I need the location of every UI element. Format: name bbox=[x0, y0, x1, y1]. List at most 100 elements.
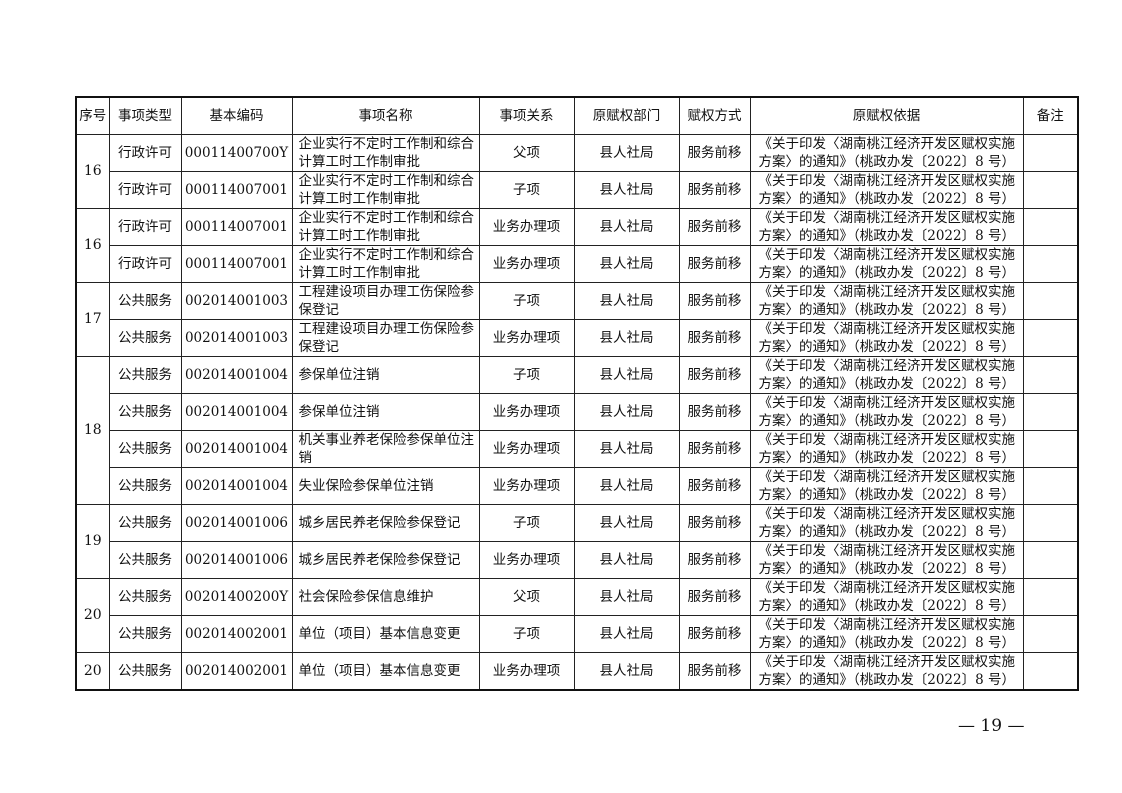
cell-department: 县人社局 bbox=[573, 170, 680, 209]
cell-name: 城乡居民养老保险参保登记 bbox=[291, 540, 480, 579]
table-row: 公共服务 002014001004 机关事业养老保险参保单位注销 业务办理项 县人社局服… bbox=[76, 429, 1079, 468]
cell-remark bbox=[1022, 133, 1079, 172]
cell-department: 县人社局 bbox=[573, 207, 680, 246]
cell-seq: 17 bbox=[75, 281, 110, 357]
cell-basis: 《关于印发〈湖南桃江经济开发区赋权实施方案〉的通知》（桃政办发〔2022〕8 号… bbox=[749, 133, 1024, 172]
cell-department: 县人社局 bbox=[573, 577, 680, 616]
cell-relation: 子项 bbox=[478, 355, 575, 394]
header-basis: 原赋权依据 bbox=[749, 96, 1024, 135]
cell-name: 单位（项目）基本信息变更 bbox=[291, 651, 480, 690]
table-row: 公共服务 002014001006 城乡居民养老保险参保登记 业务办理项 县人社局 服务前… bbox=[76, 540, 1079, 579]
cell-code: 002014001004 bbox=[180, 466, 293, 505]
cell-basis: 《关于印发〈湖南桃江经济开发区赋权实施方案〉的通知》（桃政办发〔2022〕8 号… bbox=[749, 503, 1024, 542]
cell-name: 机关事业养老保险参保单位注销 bbox=[291, 429, 480, 468]
cell-name: 社会保险参保信息维护 bbox=[291, 577, 480, 616]
cell-basis: 《关于印发〈湖南桃江经济开发区赋权实施方案〉的通知》（桃政办发〔2022〕8 号… bbox=[749, 429, 1024, 468]
cell-code: 002014001004 bbox=[180, 429, 293, 468]
header-seq: 序号 bbox=[75, 96, 110, 135]
table-row: 16 行政许可 000114007001 企业实行不定时工作制和综合计算工时工作制审批… bbox=[75, 207, 1079, 283]
cell-relation: 业务办理项 bbox=[478, 207, 575, 246]
table-row: 公共服务 002014001003 工程建设项目办理工伤保险参保登记 业务办理项 县人社… bbox=[76, 318, 1079, 357]
cell-relation: 父项 bbox=[478, 133, 575, 172]
cell-code: 002014001004 bbox=[180, 355, 293, 394]
cell-basis: 《关于印发〈湖南桃江经济开发区赋权实施方案〉的通知》（桃政办发〔2022〕8 号… bbox=[749, 392, 1024, 431]
cell-code: 000114007001 bbox=[180, 244, 293, 283]
cell-relation: 业务办理项 bbox=[478, 318, 575, 357]
header-department: 原赋权部门 bbox=[573, 96, 680, 135]
cell-remark bbox=[1022, 577, 1079, 616]
cell-type: 公共服务 bbox=[108, 355, 182, 394]
cell-method: 服务前移 bbox=[678, 392, 751, 431]
cell-remark bbox=[1022, 540, 1079, 579]
header-remark: 备注 bbox=[1022, 96, 1079, 135]
cell-department: 县人社局 bbox=[573, 318, 680, 357]
cell-type: 公共服务 bbox=[108, 318, 182, 357]
table-row: 公共服务 002014001004 参保单位注销 业务办理项 县人社局 服务前移 《关于印发… bbox=[76, 392, 1079, 431]
page-number: — 19 — bbox=[958, 716, 1025, 736]
cell-code: 002014001003 bbox=[180, 318, 293, 357]
cell-name: 失业保险参保单位注销 bbox=[291, 466, 480, 505]
table-row: 19 公共服务 002014001006 城乡居民养老保险参保登记 子项 县人社局 服务前移… bbox=[75, 503, 1079, 579]
cell-basis: 《关于印发〈湖南桃江经济开发区赋权实施方案〉的通知》（桃政办发〔2022〕8 号… bbox=[749, 170, 1024, 209]
cell-basis: 《关于印发〈湖南桃江经济开发区赋权实施方案〉的通知》（桃政办发〔2022〕8 号… bbox=[749, 540, 1024, 579]
cell-code: 000114007001 bbox=[180, 170, 293, 209]
cell-relation: 业务办理项 bbox=[478, 651, 575, 690]
cell-code: 002014001006 bbox=[180, 540, 293, 579]
cell-basis: 《关于印发〈湖南桃江经济开发区赋权实施方案〉的通知》（桃政办发〔2022〕8 号… bbox=[749, 207, 1024, 246]
cell-code: 00201400200Y bbox=[180, 577, 293, 616]
cell-type: 公共服务 bbox=[108, 503, 182, 542]
cell-basis: 《关于印发〈湖南桃江经济开发区赋权实施方案〉的通知》（桃政办发〔2022〕8 号… bbox=[749, 651, 1024, 690]
cell-type: 行政许可 bbox=[108, 170, 182, 209]
cell-basis: 《关于印发〈湖南桃江经济开发区赋权实施方案〉的通知》（桃政办发〔2022〕8 号… bbox=[749, 466, 1024, 505]
table-row: 18 公共服务 002014001004 参保单位注销 子项 县人社局 服务前移 《关于印发〈… bbox=[75, 355, 1079, 505]
cell-basis: 《关于印发〈湖南桃江经济开发区赋权实施方案〉的通知》（桃政办发〔2022〕8 号… bbox=[749, 244, 1024, 283]
cell-method: 服务前移 bbox=[678, 355, 751, 394]
cell-department: 县人社局 bbox=[573, 281, 680, 320]
table-row: 17 公共服务 002014001003 工程建设项目办理工伤保险参保登记 子项 县人社局… bbox=[75, 281, 1079, 357]
cell-code: 00011400700Y bbox=[180, 133, 293, 172]
cell-remark bbox=[1022, 355, 1079, 394]
cell-department: 县人社局 bbox=[573, 133, 680, 172]
cell-seq: 20 bbox=[75, 651, 110, 690]
cell-remark bbox=[1022, 651, 1079, 690]
cell-method: 服务前移 bbox=[678, 614, 751, 653]
cell-name: 单位（项目）基本信息变更 bbox=[291, 614, 480, 653]
cell-name: 企业实行不定时工作制和综合计算工时工作制审批 bbox=[291, 244, 480, 283]
table-row: 行政许可 000114007001 企业实行不定时工作制和综合计算工时工作制审批 子项… bbox=[76, 170, 1079, 209]
header-relation: 事项关系 bbox=[478, 96, 575, 135]
cell-type: 公共服务 bbox=[108, 281, 182, 320]
cell-remark bbox=[1022, 503, 1079, 542]
cell-type: 公共服务 bbox=[108, 540, 182, 579]
cell-department: 县人社局 bbox=[573, 651, 680, 690]
cell-type: 行政许可 bbox=[108, 244, 182, 283]
cell-method: 服务前移 bbox=[678, 281, 751, 320]
cell-method: 服务前移 bbox=[678, 207, 751, 246]
cell-type: 公共服务 bbox=[108, 392, 182, 431]
cell-remark bbox=[1022, 318, 1079, 357]
cell-remark bbox=[1022, 614, 1079, 653]
cell-type: 公共服务 bbox=[108, 651, 182, 690]
cell-basis: 《关于印发〈湖南桃江经济开发区赋权实施方案〉的通知》（桃政办发〔2022〕8 号… bbox=[749, 355, 1024, 394]
cell-relation: 业务办理项 bbox=[478, 466, 575, 505]
cell-seq: 18 bbox=[75, 355, 110, 505]
cell-relation: 业务办理项 bbox=[478, 244, 575, 283]
cell-seq: 20 bbox=[75, 577, 110, 653]
cell-department: 县人社局 bbox=[573, 503, 680, 542]
cell-department: 县人社局 bbox=[573, 540, 680, 579]
cell-code: 002014001003 bbox=[180, 281, 293, 320]
cell-relation: 子项 bbox=[478, 281, 575, 320]
cell-seq: 19 bbox=[75, 503, 110, 579]
cell-code: 002014002001 bbox=[180, 651, 293, 690]
cell-type: 公共服务 bbox=[108, 429, 182, 468]
header-code: 基本编码 bbox=[180, 96, 293, 135]
cell-seq: 16 bbox=[75, 133, 110, 209]
cell-department: 县人社局 bbox=[573, 466, 680, 505]
cell-type: 公共服务 bbox=[108, 577, 182, 616]
cell-relation: 子项 bbox=[478, 170, 575, 209]
cell-department: 县人社局 bbox=[573, 429, 680, 468]
cell-type: 公共服务 bbox=[108, 466, 182, 505]
header-row: 序号 事项类型 基本编码 事项名称 事项关系 原赋权部门 赋权方式 原赋权依据 备注 bbox=[75, 96, 1079, 135]
cell-relation: 子项 bbox=[478, 614, 575, 653]
cell-name: 参保单位注销 bbox=[291, 392, 480, 431]
cell-basis: 《关于印发〈湖南桃江经济开发区赋权实施方案〉的通知》（桃政办发〔2022〕8 号… bbox=[749, 577, 1024, 616]
